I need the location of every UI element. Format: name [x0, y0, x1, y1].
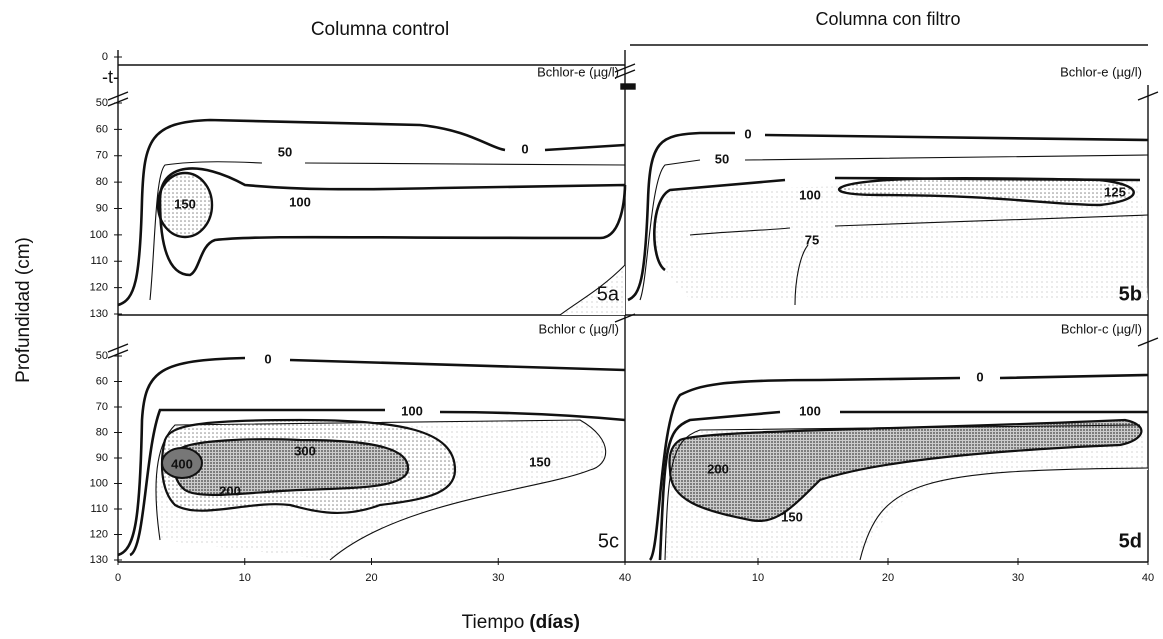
x-tick-label: 30: [492, 572, 504, 584]
y-tick-label: 110: [90, 255, 108, 267]
title-right: Columna con filtro: [815, 9, 960, 29]
contour-label: 300: [294, 443, 316, 458]
contour-label: 200: [219, 483, 241, 498]
panel-label: 5c: [598, 530, 619, 552]
contour-label: 100: [799, 187, 821, 202]
top-mark: -t-: [102, 67, 119, 87]
y-axis-label: Profundidad (cm): [13, 237, 34, 383]
y-tick-label: 100: [90, 229, 108, 241]
x-axis-label: Tiempo (días): [462, 612, 580, 633]
frames: [107, 44, 1159, 563]
y-tick-label: 100: [90, 477, 108, 489]
variable-label: Bchlor-e (µg/l): [537, 64, 619, 79]
x-tick-label: 40: [619, 572, 631, 584]
y-tick-label: 120: [90, 282, 108, 294]
x-tick-label: 20: [882, 572, 894, 584]
variable-label: Bchlor-e (µg/l): [1060, 64, 1142, 79]
contour-label: 150: [781, 509, 803, 524]
y-tick-label: 90: [96, 452, 108, 464]
y-tick-label: 50: [96, 97, 108, 109]
y-tick-label: 130: [90, 554, 108, 566]
y-tick-label: 120: [90, 528, 108, 540]
contour-label: 125: [1104, 184, 1126, 199]
contour-label: 100: [401, 403, 423, 418]
y-tick-label: 70: [96, 150, 108, 162]
y-tick-label: 80: [96, 176, 108, 188]
x-tick-label: 20: [365, 572, 377, 584]
x-axis-label-text: Tiempo: [462, 612, 525, 633]
x-tick-label: 10: [239, 572, 251, 584]
y-tick-label: 80: [96, 426, 108, 438]
x-axis-label-unit: (días): [529, 612, 580, 633]
contour-label: 50: [278, 144, 292, 159]
panel-label: 5b: [1119, 283, 1142, 305]
y-tick-label: 50: [96, 350, 108, 362]
contour-label: 150: [174, 196, 196, 211]
x-tick-label: 30: [1012, 572, 1024, 584]
y-tick-label: 90: [96, 202, 108, 214]
variable-label: Bchlor c (µg/l): [539, 321, 619, 336]
y-tick-label: 130: [90, 308, 108, 320]
contour-label: 0: [264, 351, 271, 366]
x-tick-label: 40: [1142, 572, 1154, 584]
contour-label: 400: [171, 456, 193, 471]
contour-label: 0: [521, 141, 528, 156]
contour-label: 100: [799, 403, 821, 418]
contour-label: 0: [976, 369, 983, 384]
title-left: Columna control: [311, 19, 449, 40]
x-tick-label: 10: [752, 572, 764, 584]
panel-label: 5a: [597, 283, 620, 305]
y-tick-label: 70: [96, 401, 108, 413]
x-tick-label: 0: [115, 572, 121, 584]
contour-label: 100: [289, 194, 311, 209]
shading: [155, 171, 1148, 560]
contour-label: 0: [744, 126, 751, 141]
y-tick-label: 0: [102, 51, 108, 63]
contours: [117, 118, 1149, 561]
contour-label: 50: [715, 151, 729, 166]
y-tick-label: 110: [90, 503, 108, 515]
contour-label: 150: [529, 454, 551, 469]
panel-label: 5d: [1119, 530, 1142, 552]
variable-label: Bchlor-c (µg/l): [1061, 321, 1142, 336]
y-tick-label: 60: [96, 123, 108, 135]
y-tick-label: 60: [96, 375, 108, 387]
contour-label: 200: [707, 461, 729, 476]
contour-label: 75: [805, 232, 819, 247]
